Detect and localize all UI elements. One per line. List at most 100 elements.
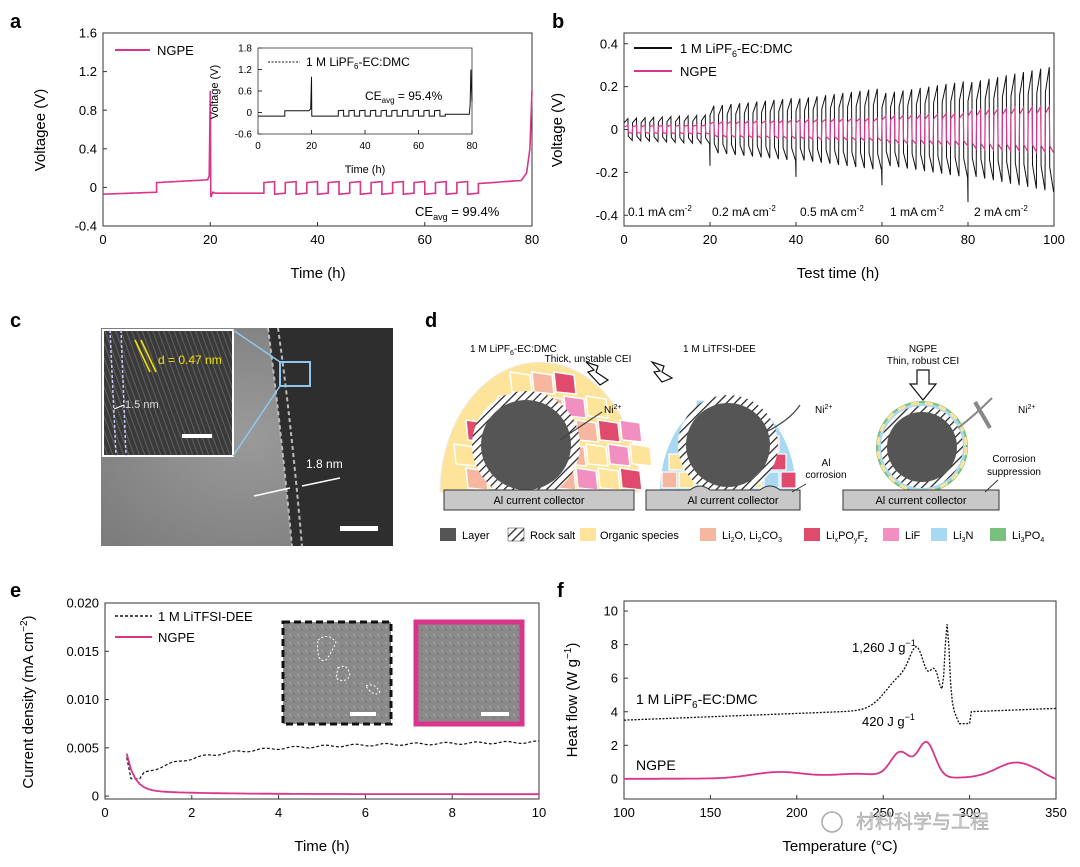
panel-f-xtick-label: 300 [959, 805, 981, 820]
panel-a-ytick-label: 1.6 [79, 26, 97, 41]
panel-f-ytick-label: 0 [611, 771, 618, 786]
panel-a-xtick-label: 20 [203, 232, 217, 247]
cei-tile [575, 467, 599, 491]
d-p1-title: 1 M LiPF6-EC:DMC [470, 344, 557, 357]
panel-b-rate-labels: 0.1 mA cm-2 0.2 mA cm-2 0.5 mA cm-2 1 mA cm… [628, 204, 1028, 219]
legend-swatch-li3po4 [990, 528, 1006, 541]
panel-b-xtick-label: 20 [703, 232, 717, 247]
panel-f-frame [623, 600, 1057, 800]
panel-f: f 10 8 6 4 2 0 100 150 200 250 300 350 Heat flow (… [557, 580, 1067, 855]
d-p2-collector [645, 485, 801, 511]
panel-a-inset-ytick-label: 1.8 [238, 44, 252, 55]
panel-b-ytick-label: 0.2 [600, 79, 618, 94]
panel-a-xtick-label: 0 [99, 232, 106, 247]
panel-b-xtick-label: 60 [875, 232, 889, 247]
panel-a-ytick-label: 0.8 [79, 103, 97, 118]
panel-e-xlabel: Time (h) [294, 838, 349, 855]
cei-tile [780, 471, 797, 489]
legend-rock: Rock salt [530, 530, 575, 542]
cei-tile [585, 395, 609, 419]
panel-b: b 0.4 0.2 0 -0.2 -0.4 0 20 40 60 80 100 Voltage (… [549, 11, 1065, 282]
d-p3-ni: Ni2+ [1018, 404, 1035, 416]
legend-swatch-organic [580, 528, 596, 541]
panel-e-xtick-label: 0 [101, 805, 108, 820]
panel-b-rate-label: 0.5 mA cm-2 [800, 204, 864, 219]
panel-a: a 1.61.20.80.40-0.4 0 20 40 60 80 Voltagee (… [10, 11, 539, 282]
cei-tile [531, 371, 555, 395]
cei-tile [453, 443, 477, 467]
panel-e: e 0.020 0.015 0.010 0.005 0 0 2 4 6 8 10 Current … [10, 580, 546, 855]
tem-inset-hrtem [102, 329, 234, 457]
panel-a-inset-xtick-label: 40 [359, 141, 371, 152]
d-p2-title: 1 M LiTFSI-DEE [683, 344, 756, 355]
tem-particle [268, 328, 393, 546]
panel-f-ytick-label: 8 [611, 637, 618, 652]
thickness-arrow-right [301, 477, 341, 487]
panel-e-ylabel: Current density (mA cm−2) [19, 615, 37, 788]
panel-e-litfsi-line [126, 740, 540, 780]
tem-zoom-line-2 [232, 385, 281, 457]
panel-e-xtick-label: 4 [275, 805, 282, 820]
panel-b-xtick-label: 0 [620, 232, 627, 247]
d-p1-layer [481, 400, 571, 490]
panel-e-legend-1: 1 M LiTFSI-DEE [158, 609, 253, 624]
panel-b-ytick-label: 0 [611, 122, 618, 137]
tem-interface-1 [267, 327, 293, 547]
tem-interface-2 [277, 327, 303, 547]
panel-a-ytick-label: -0.4 [75, 219, 97, 234]
panel-b-rate-label: 2 mA cm-2 [974, 204, 1028, 219]
panel-f-xticks: 100 150 200 250 300 350 [613, 795, 1067, 820]
panel-f-xtick-label: 200 [786, 805, 808, 820]
sem-corrosion-mark-1 [317, 636, 337, 662]
sem-inset-litfsi [281, 620, 393, 726]
panel-a-xtick-label: 40 [310, 232, 324, 247]
panel-e-xticks: 0 2 4 6 8 10 [101, 795, 546, 820]
d-p3-collector [842, 489, 1000, 511]
thickness-arrow-inset [113, 404, 125, 410]
d-p3-collector-label: Al current collector [875, 495, 966, 507]
d-p2-ni: Ni2+ [815, 404, 832, 416]
sem-inset-ngpe [413, 619, 525, 727]
tem-zoom-box [279, 361, 311, 387]
panel-e-xtick-label: 2 [188, 805, 195, 820]
tem-inset-edge-1 [109, 329, 117, 457]
panel-a-ylabel: Voltagee (V) [32, 89, 49, 172]
d-p1-ni-arrow [559, 411, 603, 441]
thickness-arrow-left [253, 487, 291, 497]
d-legend: Layer Rock salt Organic species Li2O, Li… [440, 527, 1044, 544]
d-p3-ni-arrow [957, 397, 993, 429]
panel-a-xticks: 0 20 40 60 80 [99, 222, 539, 247]
cei-tile [597, 467, 621, 491]
d-p2-layer [686, 403, 770, 487]
panel-f-yticks: 10 8 6 4 2 0 [604, 604, 628, 786]
panel-a-xtick-label: 60 [418, 232, 432, 247]
panel-f-ylabel: Heat flow (W g−1) [563, 643, 581, 758]
panel-a-inset-legend: 1 M LiPF6-EC:DMC [306, 55, 410, 71]
legend-li3po4: Li3PO4 [1012, 530, 1044, 544]
d-p3-suppression: suppression [987, 467, 1041, 478]
panel-a-xtick-label: 80 [525, 232, 539, 247]
panel-b-ytick-label: -0.2 [596, 165, 618, 180]
panel-f-lipf6-line [624, 624, 1057, 725]
d-p2-arrow-icon [650, 360, 674, 383]
legend-swatch-lipo [804, 528, 820, 541]
cei-tile [619, 467, 643, 491]
d-p2-al: Al [822, 458, 831, 469]
d-p3-note: Thin, robust CEI [887, 356, 959, 367]
panel-a-inset-ytick-label: 1.2 [238, 65, 252, 76]
panel-label-d: d [425, 310, 437, 332]
cei-tile [585, 443, 609, 467]
sem-scale-bar-1 [350, 712, 376, 716]
panel-b-rate-label: 0.2 mA cm-2 [712, 204, 776, 219]
panel-label-a: a [10, 11, 22, 33]
legend-organic: Organic species [600, 530, 679, 542]
panel-e-xtick-label: 6 [362, 805, 369, 820]
d-p3-corrosion: Corrosion [992, 454, 1035, 465]
panel-b-ngpe-line [623, 104, 1055, 155]
tem-zoom-line-1 [232, 329, 281, 363]
panel-a-inset-ytick-label: 0 [246, 108, 252, 119]
d-p1-collector [443, 489, 635, 511]
legend-swatch-layer [440, 528, 456, 541]
panel-label-f: f [557, 580, 564, 602]
panel-b-legend-2: NGPE [680, 64, 717, 79]
